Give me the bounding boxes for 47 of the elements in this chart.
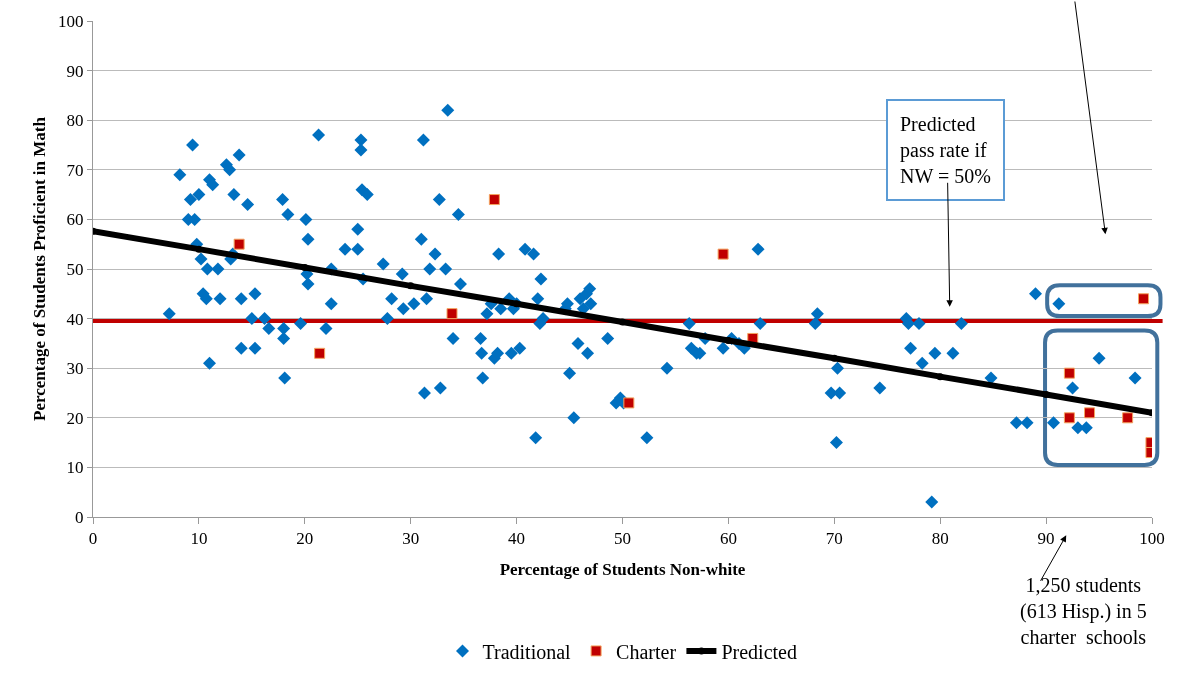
point xyxy=(233,238,245,250)
y-tick-label: 70 xyxy=(66,160,84,180)
annotation: Predicted pass rate if NW = 50% xyxy=(900,113,991,187)
point xyxy=(488,194,500,206)
point xyxy=(195,245,203,253)
y-tick-label: 10 xyxy=(66,458,84,478)
point xyxy=(1063,412,1075,424)
x-tick-label: 80 xyxy=(931,529,949,549)
y-tick-label: 20 xyxy=(66,408,84,428)
x-tick-label: 10 xyxy=(190,529,208,549)
x-tick-label: 0 xyxy=(88,529,98,549)
point xyxy=(717,248,729,260)
y-tick-label: 80 xyxy=(66,111,84,131)
x-tick-label: 40 xyxy=(508,529,526,549)
y-tick-label: 0 xyxy=(75,507,84,527)
x-tick-label: 60 xyxy=(719,529,737,549)
point xyxy=(623,397,635,409)
y-tick-label: 40 xyxy=(66,309,84,329)
point xyxy=(1084,407,1096,419)
text: 1,250 students (613 Hisp.) in 5 charter schools xyxy=(1020,574,1147,648)
point xyxy=(301,264,309,272)
x-tick-label: 90 xyxy=(1037,529,1055,549)
x-tick-label: 70 xyxy=(825,529,843,549)
point xyxy=(936,373,944,381)
x-tick-label: 50 xyxy=(614,529,631,549)
x-tick-label: 20 xyxy=(296,529,314,549)
point xyxy=(1138,293,1150,305)
legend-label: Charter xyxy=(616,640,677,663)
y-axis-title: Percentage of Students Proficient in Math xyxy=(29,116,49,421)
legend-label: Predicted xyxy=(721,640,797,663)
point xyxy=(619,318,626,326)
y-tick-label: 100 xyxy=(58,11,84,31)
y-tick-label: 30 xyxy=(66,359,84,379)
point xyxy=(1122,412,1134,424)
point xyxy=(407,282,415,290)
x-axis-title: Percentage of Students Non-white xyxy=(499,559,746,579)
point xyxy=(1063,367,1075,379)
point xyxy=(446,308,458,320)
point xyxy=(314,347,326,359)
point xyxy=(830,354,838,362)
legend-label: Traditional xyxy=(482,640,572,663)
point xyxy=(1042,390,1050,398)
y-tick-label: 90 xyxy=(66,61,84,81)
y-tick-label: 60 xyxy=(66,210,84,230)
y-tick-label: 50 xyxy=(66,259,84,279)
x-tick-label: 100 xyxy=(1139,529,1165,549)
x-tick-label: 30 xyxy=(402,529,420,549)
